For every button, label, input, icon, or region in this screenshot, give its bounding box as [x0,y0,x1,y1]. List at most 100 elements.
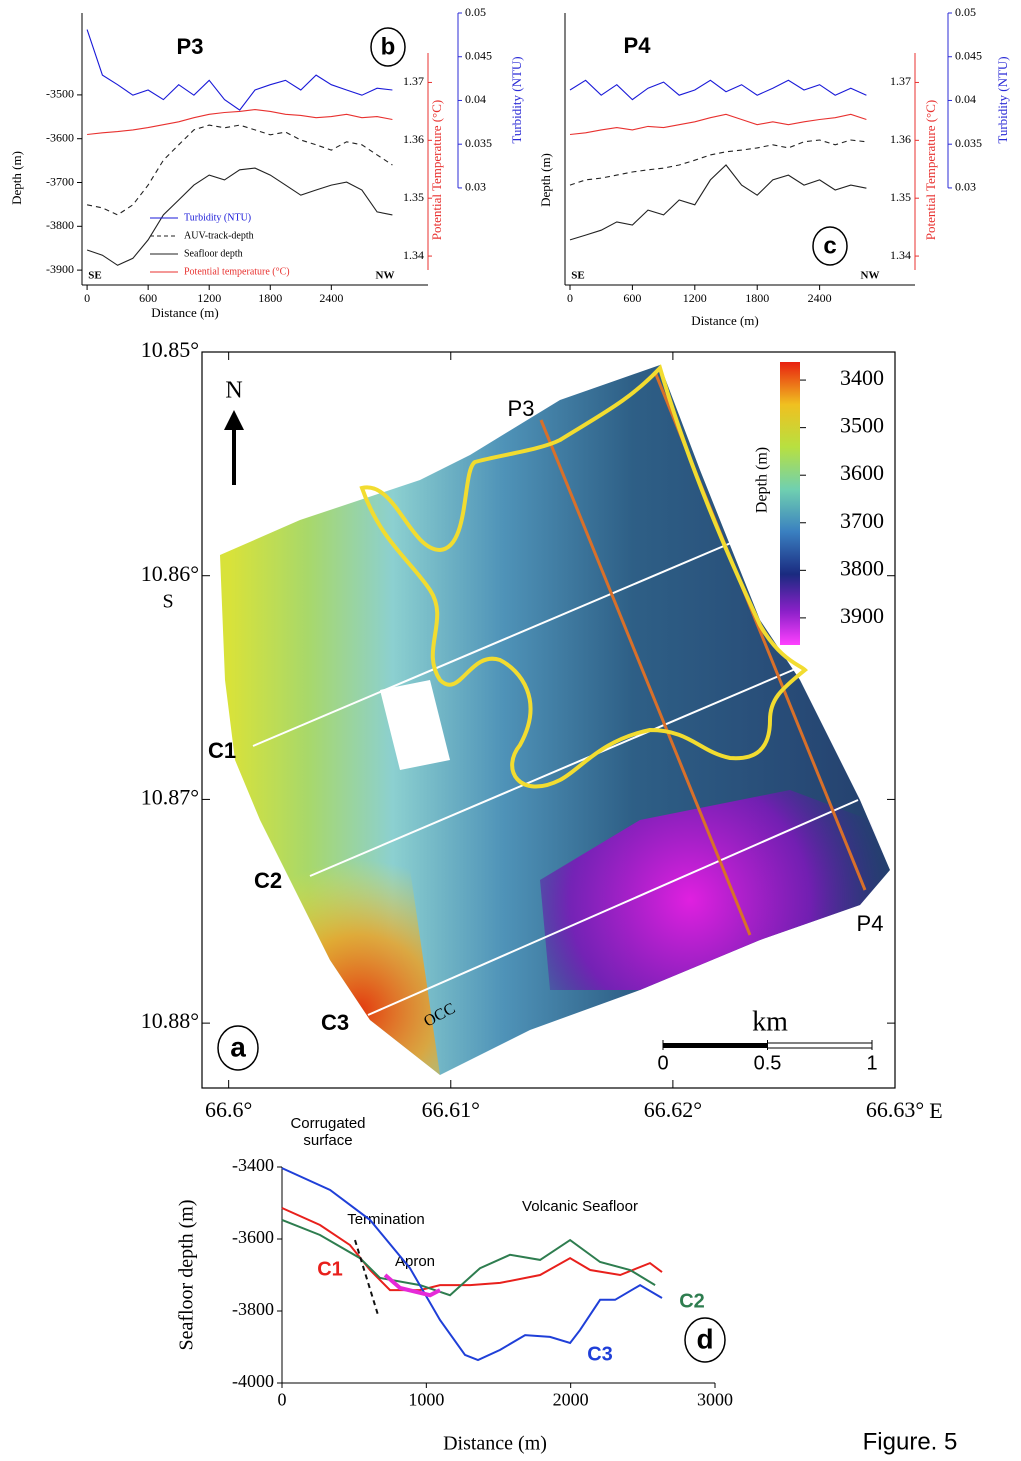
x-tick-label: 0 [84,291,90,305]
y3-tick-label: 0.045 [465,48,492,62]
legend-label: Potential temperature (°C) [184,266,290,277]
x-tick-label: 66.62° [644,1097,702,1122]
section-label: C1 [208,738,236,763]
x-tick-label: 0 [567,291,573,305]
page: P3 b SE NW Distance (m) Depth (m) Potent… [0,0,1021,1461]
y-tick-label: -3600 [46,130,74,144]
y-tick-label: 10.88° [141,1008,199,1033]
y-axis-title: Depth (m) [538,153,553,207]
y-tick-label: -3900 [46,262,74,276]
series-label: C2 [679,1290,705,1312]
panel-title: P4 [624,33,652,58]
series-line [87,30,392,111]
y-tick-label: -3800 [232,1299,274,1319]
y3-tick-label: 0.035 [955,136,982,150]
figure-svg: P3 b SE NW Distance (m) Depth (m) Potent… [0,0,1021,1461]
x-tick-label: 600 [623,291,641,305]
panel-label: c [823,232,836,259]
y-tick-label: -3400 [232,1155,274,1175]
x-axis-title: Distance (m) [151,305,219,320]
section-label: C3 [321,1010,349,1035]
y-tick-label: -4000 [232,1371,274,1391]
colorbar-tick-label: 3600 [840,460,884,485]
y2-tick-label: 1.37 [403,74,424,88]
colorbar-tick-label: 3900 [840,603,884,628]
colorbar-tick-label: 3400 [840,365,884,390]
y-tick-label: -3800 [46,218,74,232]
scalebar-tick-label: 0 [657,1052,668,1074]
y2-tick-label: 1.35 [403,190,424,204]
y2-axis-title: Potential Temperature (°C) [429,100,444,241]
section-label: C2 [254,868,282,893]
series-line [570,140,866,185]
panel-title: P3 [177,34,204,59]
legend-label: AUV-track-depth [184,230,254,241]
x-tick-label: 3000 [697,1390,733,1410]
x-tick-label: 600 [139,291,157,305]
series-label: C3 [587,1343,613,1365]
y-tick-label: 10.87° [141,784,199,809]
y2-tick-label: 1.34 [403,248,424,262]
y-tick-label: 10.85° [141,337,199,362]
scalebar-bar [768,1043,873,1048]
scalebar-tick-label: 1 [866,1052,877,1074]
lat-hemisphere: S [162,591,173,613]
lon-hemisphere: E [929,1098,942,1123]
panel-label: d [696,1323,713,1354]
y-tick-label: -3500 [46,87,74,101]
legend-label: Seafloor depth [184,248,243,259]
panel-label: b [381,33,396,60]
x-axis-title: Distance (m) [443,1433,547,1455]
scalebar-tick-label: 0.5 [754,1052,782,1074]
annotation: Termination [347,1211,425,1228]
panel-label: a [230,1031,246,1062]
y-axis-title: Seafloor depth (m) [176,1199,198,1350]
profile-label: P3 [508,396,535,421]
figure: P3 b SE NW Distance (m) Depth (m) Potent… [0,0,1021,1461]
y3-tick-label: 0.035 [465,136,492,150]
legend-label: Turbidity (NTU) [184,212,251,223]
series-line [570,80,866,99]
x-tick-label: 1200 [197,291,221,305]
x-tick-label: 66.63° [866,1097,924,1122]
y2-tick-label: 1.36 [403,132,424,146]
y3-tick-label: 0.04 [465,92,486,106]
series-line [385,1275,440,1295]
y-axis-title: Depth (m) [9,151,24,205]
colorbar-title: Depth (m) [754,447,771,513]
annotation: Apron [395,1253,435,1270]
x-tick-label: 1200 [683,291,707,305]
x-tick-label: 2400 [808,291,832,305]
x-tick-label: 66.61° [422,1097,480,1122]
y2-tick-label: 1.34 [890,248,911,262]
y3-tick-label: 0.04 [955,92,976,106]
y-tick-label: -3600 [232,1227,274,1247]
caption: Figure. 5 [863,1428,958,1455]
series-label: C1 [317,1258,343,1280]
north-label: N [225,378,242,404]
scalebar-bar [663,1043,768,1048]
y2-tick-label: 1.35 [890,190,911,204]
end-label: SE [88,270,101,282]
end-label: NW [376,270,395,282]
colorbar-tick-label: 3700 [840,508,884,533]
x-tick-label: 2400 [319,291,343,305]
annotation: Corrugated surface [283,1115,373,1149]
series-line [570,114,866,134]
scalebar-unit: km [752,1006,788,1037]
x-tick-label: 0 [278,1390,287,1410]
annotation: Volcanic Seafloor [522,1198,638,1215]
y-tick-label: -3700 [46,174,74,188]
x-axis-title: Distance (m) [691,313,759,328]
y3-tick-label: 0.05 [955,5,976,19]
y3-tick-label: 0.03 [955,180,976,194]
colorbar-tick-label: 3500 [840,413,884,438]
end-label: SE [571,270,584,282]
x-tick-label: 1800 [745,291,769,305]
x-tick-label: 66.6° [205,1097,252,1122]
y3-axis-title: Turbidity (NTU) [509,56,524,143]
y3-axis-title: Turbidity (NTU) [995,56,1010,143]
x-tick-label: 1000 [408,1390,444,1410]
x-tick-label: 2000 [553,1390,589,1410]
series-line [87,110,392,135]
